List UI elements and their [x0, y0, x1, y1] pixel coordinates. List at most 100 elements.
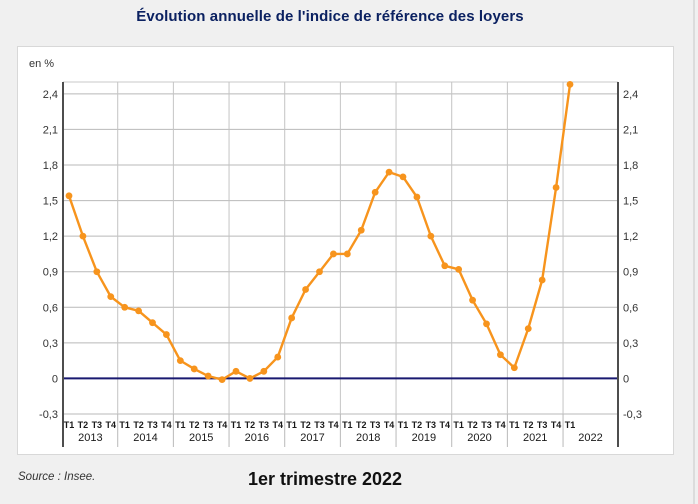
data-point-2015-T2	[190, 365, 198, 373]
x-quarter-label: T2	[133, 420, 144, 430]
x-quarter-label: T1	[119, 420, 130, 430]
y-axis-label-left: 0,6	[43, 302, 58, 314]
data-point-2021-T3	[538, 276, 546, 284]
y-axis-unit-label: en %	[29, 58, 55, 70]
data-point-2015-T4	[218, 376, 226, 384]
data-point-2017-T3	[316, 268, 323, 276]
y-axis-label-left: 0,3	[43, 338, 58, 350]
x-quarter-label: T2	[300, 420, 311, 430]
x-quarter-label: T3	[147, 420, 158, 430]
x-quarter-label: T3	[481, 420, 492, 430]
x-quarter-label: T4	[384, 420, 395, 430]
y-axis-label-left: 2,4	[43, 89, 58, 101]
x-quarter-label: T3	[259, 420, 270, 430]
x-quarter-label: T1	[565, 420, 576, 430]
x-quarter-label: T1	[342, 420, 353, 430]
x-quarter-label: T2	[189, 420, 200, 430]
x-year-label: 2018	[356, 432, 380, 444]
data-point-2020-T4	[497, 351, 504, 359]
data-point-2016-T2	[246, 375, 254, 382]
data-point-2014-T3	[149, 319, 156, 327]
y-axis-label-left: -0,3	[39, 409, 58, 421]
y-axis-label-left: 0,9	[43, 267, 58, 279]
data-point-2018-T4	[385, 168, 393, 176]
chart-panel: en % -0,3 -0,3 0 0 0,3 0,3 0,6 0,6 0,9 0,9 1,2 1,2 1…	[17, 46, 674, 455]
x-quarter-label: T4	[217, 420, 228, 430]
x-quarter-label: T2	[78, 420, 89, 430]
x-quarter-label: T4	[439, 420, 450, 430]
data-point-2019-T3	[427, 232, 435, 240]
x-quarter-label: T4	[272, 420, 283, 430]
y-axis-label-left: 2,1	[43, 124, 58, 136]
x-quarter-label: T1	[509, 420, 520, 430]
y-axis-label-right: 2,1	[623, 124, 638, 136]
data-point-2021-T1	[510, 364, 518, 372]
page-title: Évolution annuelle de l'indice de référe…	[136, 8, 524, 25]
x-year-label: 2015	[189, 432, 213, 444]
data-point-2016-T1	[232, 367, 240, 375]
data-point-2014-T1	[121, 303, 129, 311]
y-axis-label-left: 0	[52, 373, 58, 385]
x-quarter-label: T4	[551, 420, 562, 430]
data-point-2017-T1	[288, 314, 296, 322]
x-year-label: 2021	[523, 432, 547, 444]
data-point-2019-T2	[413, 193, 421, 201]
x-quarter-label: T3	[92, 420, 103, 430]
period-caption: 1er trimestre 2022	[247, 469, 403, 489]
x-quarter-label: T4	[105, 420, 116, 430]
x-year-label: 2016	[245, 432, 269, 444]
x-quarter-label: T2	[467, 420, 478, 430]
x-quarter-label: T1	[286, 420, 297, 430]
data-point-2017-T4	[330, 250, 337, 258]
data-point-2021-T2	[524, 325, 532, 333]
x-quarter-label: T4	[328, 420, 339, 430]
x-quarter-label: T3	[370, 420, 381, 430]
data-point-2019-T1	[399, 173, 407, 181]
y-axis-label-right: 0,3	[623, 338, 638, 350]
y-axis-label-right: 1,5	[623, 196, 638, 208]
data-point-2015-T1	[176, 357, 184, 365]
x-quarter-label: T1	[231, 420, 242, 430]
y-axis-label-right: -0,3	[623, 409, 642, 421]
x-quarter-label: T2	[245, 420, 256, 430]
data-point-2016-T3	[260, 367, 268, 375]
x-quarter-label: T3	[203, 420, 214, 430]
y-axis-label-right: 0,6	[623, 302, 638, 314]
data-point-2017-T2	[302, 286, 309, 293]
x-quarter-label: T2	[523, 420, 534, 430]
data-point-2013-T4	[107, 293, 115, 301]
x-quarter-label: T1	[453, 420, 464, 430]
data-point-2018-T2	[357, 226, 365, 234]
data-point-2016-T4	[274, 353, 282, 361]
x-quarter-label: T4	[495, 420, 506, 430]
source-note: Source : Insee.	[18, 471, 96, 483]
y-axis-label-left: 1,5	[43, 196, 58, 208]
y-axis-label-right: 2,4	[623, 89, 638, 101]
x-quarter-label: T1	[398, 420, 409, 430]
y-axis-label-right: 1,2	[623, 231, 638, 243]
series-line	[67, 83, 572, 381]
y-axis-label-left: 1,8	[43, 160, 58, 172]
data-point-2020-T1	[455, 265, 463, 273]
x-quarter-label: T2	[412, 420, 423, 430]
x-year-label: 2013	[78, 432, 102, 444]
x-quarter-label: T3	[537, 420, 548, 430]
data-point-2022-T1	[566, 80, 574, 88]
page-edge-line	[693, 0, 695, 504]
x-quarter-label: T2	[356, 420, 367, 430]
data-point-2015-T3	[204, 372, 212, 380]
x-year-label: 2017	[300, 432, 324, 444]
x-quarter-label: T3	[314, 420, 325, 430]
y-axis-label-right: 0	[623, 373, 629, 385]
data-point-2019-T4	[441, 262, 449, 270]
irl-line-chart: -0,3 -0,3 0 0 0,3 0,3 0,6 0,6 0,9 0,9 1,2 1,2 1,5 1,5…	[39, 80, 642, 447]
y-axis-label-right: 1,8	[623, 160, 638, 172]
data-point-2014-T2	[135, 307, 142, 315]
data-point-2013-T2	[79, 232, 87, 240]
data-point-2013-T1	[65, 192, 73, 200]
data-point-2018-T1	[343, 250, 351, 258]
x-quarter-label: T1	[64, 420, 75, 430]
x-year-label: 2014	[133, 432, 157, 444]
x-quarter-label: T3	[426, 420, 437, 430]
data-point-2013-T3	[93, 268, 101, 276]
